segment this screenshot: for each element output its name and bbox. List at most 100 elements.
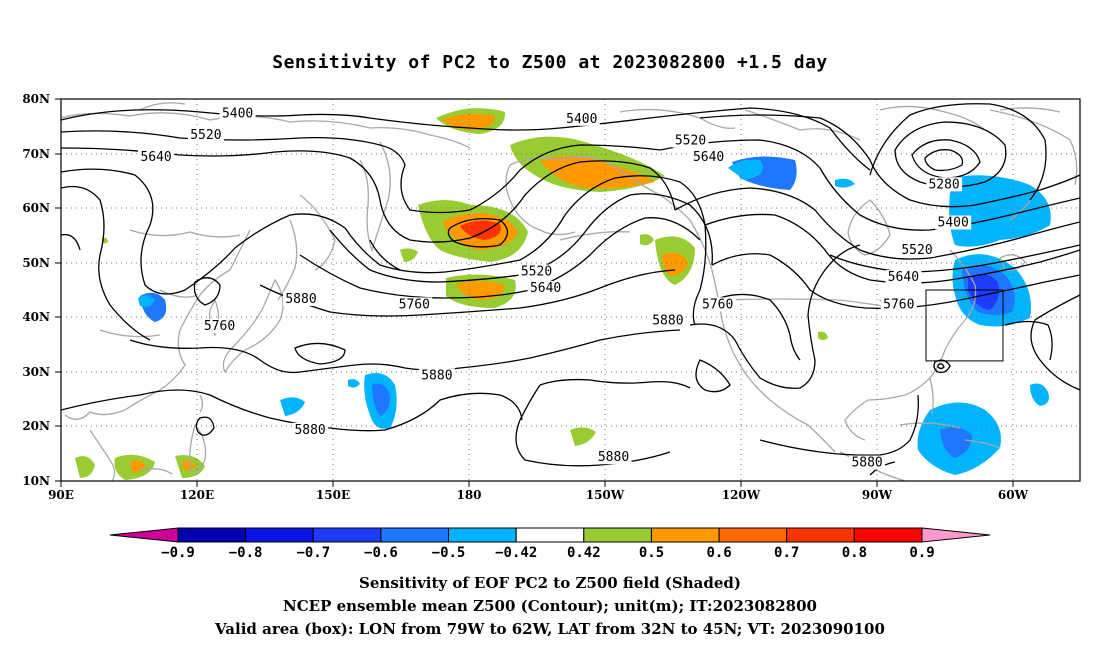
lat-label: 10N (22, 474, 50, 488)
lon-label: 150E (316, 488, 350, 502)
lon-label: 120E (180, 488, 214, 502)
colorbar-label: −0.5 (432, 545, 466, 561)
colorbar-label: 0.42 (567, 545, 601, 561)
contour-label-background (885, 270, 922, 285)
contour-label-background (219, 106, 256, 121)
colorbar-swatch (380, 527, 449, 543)
positive-patch (460, 220, 501, 240)
colorbar-swatch (583, 527, 652, 543)
contour-label-background (880, 297, 917, 312)
lat-label: 20N (22, 419, 50, 433)
contour-label: 5400 (566, 112, 597, 127)
colorbar-swatch (786, 527, 855, 543)
contour-label: 5880 (421, 368, 452, 383)
contour-label-background (672, 133, 709, 148)
colorbar-label: −0.42 (495, 545, 537, 561)
contour-label: 5520 (521, 265, 552, 280)
colorbar-label: −0.6 (364, 545, 398, 561)
contour-label: 5520 (190, 128, 221, 143)
contour-label: 5400 (938, 216, 969, 231)
contour-label-background (418, 368, 455, 383)
negative-patch (968, 273, 999, 310)
positive-patch (570, 427, 596, 446)
colorbar-label: 0.5 (639, 545, 664, 561)
colorbar: −0.9 −0.8 −0.7 −0.6 −0.5 −0.42 0.42 0.5 0.6 0.7 0.… (109, 527, 991, 561)
lon-label: 150W (586, 488, 625, 502)
negative-patch (728, 159, 763, 180)
colorbar-label: 0.8 (842, 545, 867, 561)
positive-patch (75, 456, 95, 478)
negative-patch (372, 383, 390, 416)
negative-patch (280, 397, 305, 416)
longitude-labels: 90E 120E 150E 180 150W 120W 90W 60W (48, 488, 1029, 502)
contour-label: 5880 (294, 423, 325, 438)
contour-label-background (849, 455, 886, 470)
negative-patch (835, 178, 855, 188)
contour-label: 5640 (140, 150, 171, 165)
contour-label-background (292, 422, 329, 437)
caption-line-2: NCEP ensemble mean Z500 (Contour); unit(… (283, 597, 817, 615)
valid-area-box (925, 289, 1004, 362)
lon-label: 180 (456, 488, 481, 502)
colorbar-swatch (853, 527, 923, 543)
colorbar-swatch (515, 527, 585, 543)
contour-label: 5520 (901, 243, 932, 258)
contour-label-background (649, 313, 686, 328)
contour-label-background (283, 291, 319, 306)
colorbar-label: −0.9 (161, 545, 195, 561)
contour-label: 5640 (693, 150, 724, 165)
colorbar-high-extension (921, 527, 991, 543)
contour-label: 5400 (222, 106, 253, 121)
contour-label-background (595, 450, 632, 465)
contour-label-background (518, 264, 555, 279)
plot-content: 5400 540055205640552056405280540055205640… (61, 99, 1080, 481)
contour-label: 5280 (928, 177, 959, 192)
contour-label: 5880 (598, 450, 629, 465)
contour-label-background (396, 297, 433, 312)
latitude-labels: 80N 70N 60N 50N 40N 30N 20N 10N (22, 92, 50, 488)
gridlines (61, 99, 1080, 481)
negative-patch (348, 379, 360, 388)
tick-marks (55, 98, 1014, 487)
colorbar-low-extension (109, 527, 179, 543)
contour-label-background (935, 215, 972, 230)
contour-label-background (690, 150, 727, 164)
contour-label-background (899, 242, 935, 257)
lat-label: 60N (22, 201, 50, 215)
contour-label: 5760 (399, 297, 430, 312)
lat-label: 40N (22, 310, 50, 324)
plot-frame (60, 98, 1081, 482)
contour-label-background (187, 128, 224, 143)
colorbar-swatch (448, 527, 517, 543)
negative-patch (138, 295, 155, 308)
colorbar-swatch (651, 527, 720, 543)
colorbar-label: −0.7 (296, 545, 330, 561)
colorbar-swatch (312, 527, 382, 543)
colorbar-swatch (177, 527, 247, 543)
contour-label-background (926, 177, 963, 192)
positive-patch (442, 113, 496, 130)
contour-label-background (527, 281, 564, 295)
contour-label-background (201, 319, 238, 334)
lon-label: 90W (862, 488, 893, 502)
colorbar-label: −0.8 (229, 545, 263, 561)
contour-label-background (563, 111, 600, 126)
lat-label: 70N (22, 147, 50, 161)
positive-patch (400, 248, 418, 262)
contour-label: 5760 (204, 319, 235, 334)
lon-label: 90E (48, 488, 74, 502)
negative-patch (940, 426, 972, 458)
contour-label: 5640 (530, 281, 561, 296)
lat-label: 80N (22, 92, 50, 106)
contour-labels: 5400 540055205640552056405280540055205640… (138, 106, 972, 471)
colorbar-label: 0.6 (706, 545, 731, 561)
contour-label: 5880 (851, 456, 882, 471)
contour-label: 5880 (285, 292, 316, 307)
positive-patch (182, 460, 196, 471)
caption-line-1: Sensitivity of EOF PC2 to Z500 field (Sh… (359, 574, 741, 592)
figure-title: Sensitivity of PC2 to Z500 at 2023082800… (272, 52, 828, 73)
contour-label: 5760 (702, 297, 733, 312)
contour-label: 5880 (652, 314, 683, 329)
negative-patch (949, 175, 1051, 247)
